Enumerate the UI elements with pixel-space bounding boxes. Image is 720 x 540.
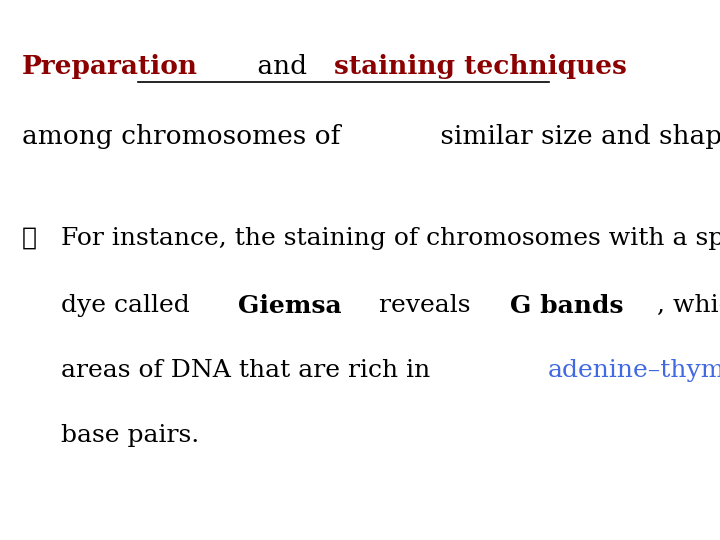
Text: ➤: ➤ [22, 227, 37, 250]
Text: among chromosomes of: among chromosomes of [22, 124, 340, 149]
Text: reveals: reveals [372, 294, 479, 318]
Text: Giemsa: Giemsa [238, 294, 341, 318]
Text: areas of DNA that are rich in: areas of DNA that are rich in [61, 359, 438, 382]
Text: staining techniques: staining techniques [334, 54, 627, 79]
Text: , which distinguish: , which distinguish [657, 294, 720, 318]
Text: help to distinguish: help to distinguish [712, 54, 720, 79]
Text: adenine–thymine: adenine–thymine [548, 359, 720, 382]
Text: Preparation: Preparation [22, 54, 197, 79]
Text: and: and [248, 54, 315, 79]
Text: For instance, the staining of chromosomes with a special: For instance, the staining of chromosome… [61, 227, 720, 250]
Text: dye called: dye called [61, 294, 198, 318]
Text: similar size and shape.: similar size and shape. [433, 124, 720, 149]
Text: base pairs.: base pairs. [61, 424, 199, 447]
Text: G bands: G bands [510, 294, 624, 318]
